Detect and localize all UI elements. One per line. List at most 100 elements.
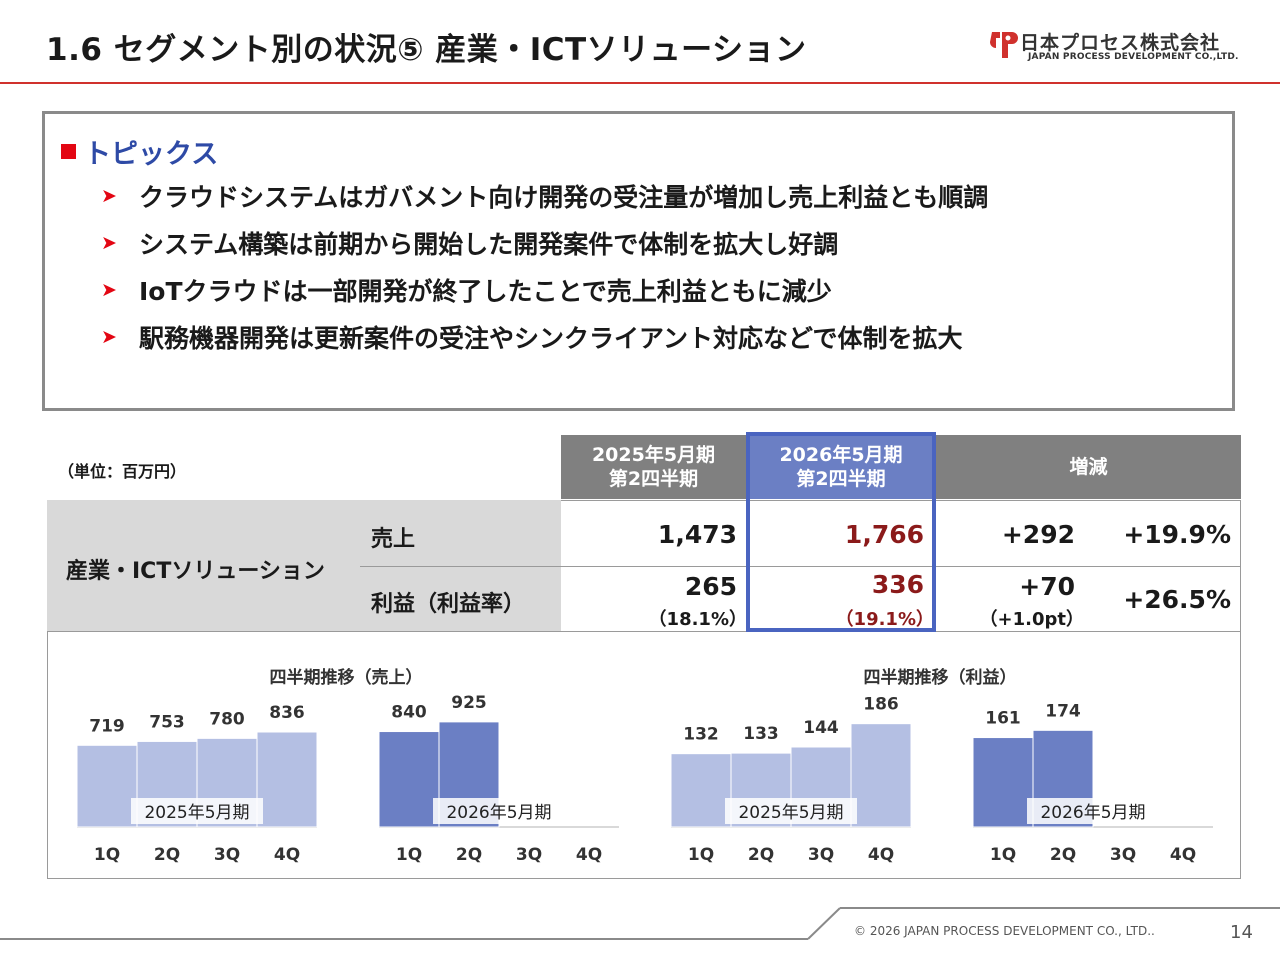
profit-prev-rate: （18.1%） [648, 609, 747, 630]
category-tick-label: 3Q [516, 845, 542, 865]
chart-bar [850, 723, 912, 828]
table-bottom-border [47, 631, 1241, 632]
category-tick-label: 4Q [1170, 845, 1196, 865]
topic-text: IoTクラウドは一部開発が終了したことで売上利益ともに減少 [139, 276, 832, 306]
bar-value-label: 133 [743, 724, 779, 744]
bar-value-label: 840 [391, 703, 427, 723]
category-tick-label: 3Q [808, 845, 834, 865]
company-logo-mark-icon [990, 32, 1018, 58]
bar-value-label: 925 [451, 693, 487, 713]
topic-item: ➤ システム構築は前期から開始した開発案件で体制を拡大し好調 [101, 219, 988, 266]
category-tick-label: 2Q [1050, 845, 1076, 865]
sales-current-value: 1,766 [844, 520, 924, 549]
column-header-prev-line2: 第2四半期 [608, 468, 699, 490]
arrow-bullet-icon: ➤ [101, 184, 117, 207]
series-label-background [131, 798, 263, 824]
copyright-text: © 2026 JAPAN PROCESS DEVELOPMENT CO., LT… [854, 924, 1155, 938]
category-tick-label: 1Q [990, 845, 1016, 865]
sales-prev-value: 1,473 [657, 520, 737, 549]
column-header-current-line2: 第2四半期 [796, 468, 886, 490]
page-number: 14 [1230, 922, 1253, 943]
company-logo: 日本プロセス株式会社 JAPAN PROCESS DEVELOPMENT CO.… [988, 28, 1258, 68]
column-header-current: 2026年5月期 第2四半期 [746, 435, 936, 499]
chart-bar [378, 731, 440, 828]
series-label-background [1027, 798, 1159, 824]
segment-label-cell [47, 500, 561, 631]
series-label: 2026年5月期 [1040, 803, 1145, 823]
chart-bar [972, 737, 1034, 828]
arrow-bullet-icon: ➤ [101, 325, 117, 348]
topics-heading-text: トピックス [84, 139, 219, 170]
bar-value-label: 753 [149, 712, 185, 732]
segment-name: 産業・ICTソリューション [66, 559, 325, 584]
chart-bar [256, 731, 318, 828]
category-tick-label: 2Q [154, 845, 180, 865]
category-tick-label: 2Q [456, 845, 482, 865]
profit-prev-value: 265 [684, 572, 737, 601]
column-header-prev-line1: 2025年5月期 [591, 444, 716, 466]
bar-value-label: 836 [269, 703, 305, 723]
profit-diff-percent: +26.5% [1123, 585, 1231, 614]
chart-title: 四半期推移（利益） [864, 667, 1017, 688]
sales-diff-percent: +19.9% [1123, 520, 1231, 549]
profit-current-value: 336 [871, 570, 924, 599]
category-tick-label: 4Q [868, 845, 894, 865]
category-tick-label: 1Q [94, 845, 120, 865]
category-tick-label: 4Q [274, 845, 300, 865]
column-header-diff: 増減 [936, 435, 1241, 499]
topics-heading: トピックス [61, 132, 218, 171]
column-header-current-line1: 2026年5月期 [779, 444, 903, 466]
topics-box: トピックス ➤ クラウドシステムはガバメント向け開発の受注量が増加し売上利益とも順… [42, 111, 1235, 411]
unit-label: （単位：百万円） [58, 462, 187, 481]
profit-current-rate: （19.1%） [835, 609, 934, 630]
current-period-highlight [746, 432, 936, 632]
topic-item: ➤ 駅務機器開発は更新案件の受注やシンクライアント対応などで体制を拡大 [101, 313, 988, 360]
table-top-border [561, 500, 1241, 501]
arrow-bullet-icon: ➤ [101, 278, 117, 301]
column-header-prev: 2025年5月期 第2四半期 [561, 435, 746, 499]
company-name-jp: 日本プロセス株式会社 [1020, 32, 1221, 54]
bar-value-label: 161 [985, 709, 1021, 729]
bar-value-label: 780 [209, 709, 245, 729]
company-name-en: JAPAN PROCESS DEVELOPMENT CO.,LTD. [1028, 52, 1239, 62]
sales-diff-value: +292 [1001, 520, 1075, 549]
bar-value-label: 186 [863, 695, 899, 715]
topic-text: 駅務機器開発は更新案件の受注やシンクライアント対応などで体制を拡大 [139, 323, 963, 353]
row-label-profit: 利益（利益率） [371, 592, 526, 617]
square-bullet-icon [61, 144, 76, 159]
row-label-sales: 売上 [371, 527, 416, 552]
category-tick-label: 1Q [396, 845, 422, 865]
topic-item: ➤ クラウドシステムはガバメント向け開発の受注量が増加し売上利益とも順調 [101, 172, 988, 219]
series-label: 2026年5月期 [446, 803, 551, 823]
series-label-background [433, 798, 565, 824]
chart-bar [670, 753, 732, 828]
table-right-border [1240, 500, 1241, 631]
column-header-diff-label: 増減 [1069, 456, 1108, 478]
arrow-bullet-icon: ➤ [101, 231, 117, 254]
series-label: 2025年5月期 [738, 803, 843, 823]
bar-value-label: 719 [89, 716, 125, 736]
bar-value-label: 174 [1045, 701, 1081, 721]
profit-diff-value: +70 [1019, 572, 1075, 601]
charts-panel [47, 631, 1241, 879]
series-label-background [725, 798, 857, 824]
row-divider [360, 566, 1241, 567]
chart-bar [76, 744, 138, 828]
bar-value-label: 144 [803, 718, 839, 738]
page-title: 1.6 セグメント別の状況⑤ 産業・ICTソリューション [46, 32, 807, 68]
category-tick-label: 3Q [1110, 845, 1136, 865]
topic-text: クラウドシステムはガバメント向け開発の受注量が増加し売上利益とも順調 [139, 182, 989, 212]
category-tick-label: 4Q [576, 845, 602, 865]
category-tick-label: 2Q [748, 845, 774, 865]
chart-title: 四半期推移（売上） [270, 667, 423, 688]
header-divider [0, 82, 1280, 84]
topic-item: ➤ IoTクラウドは一部開発が終了したことで売上利益ともに減少 [101, 266, 988, 313]
quarterly-charts: 四半期推移（売上） 719 1Q 753 2Q 780 3Q 836 4Q 2025年5月期 840… [76, 667, 1213, 865]
series-label: 2025年5月期 [144, 803, 249, 823]
category-tick-label: 1Q [688, 845, 714, 865]
category-tick-label: 3Q [214, 845, 240, 865]
topics-list: ➤ クラウドシステムはガバメント向け開発の受注量が増加し売上利益とも順調 ➤ システ… [101, 172, 988, 360]
profit-diff-pt: （+1.0pt） [979, 609, 1084, 630]
topic-text: システム構築は前期から開始した開発案件で体制を拡大し好調 [139, 229, 839, 259]
bar-value-label: 132 [683, 725, 719, 745]
